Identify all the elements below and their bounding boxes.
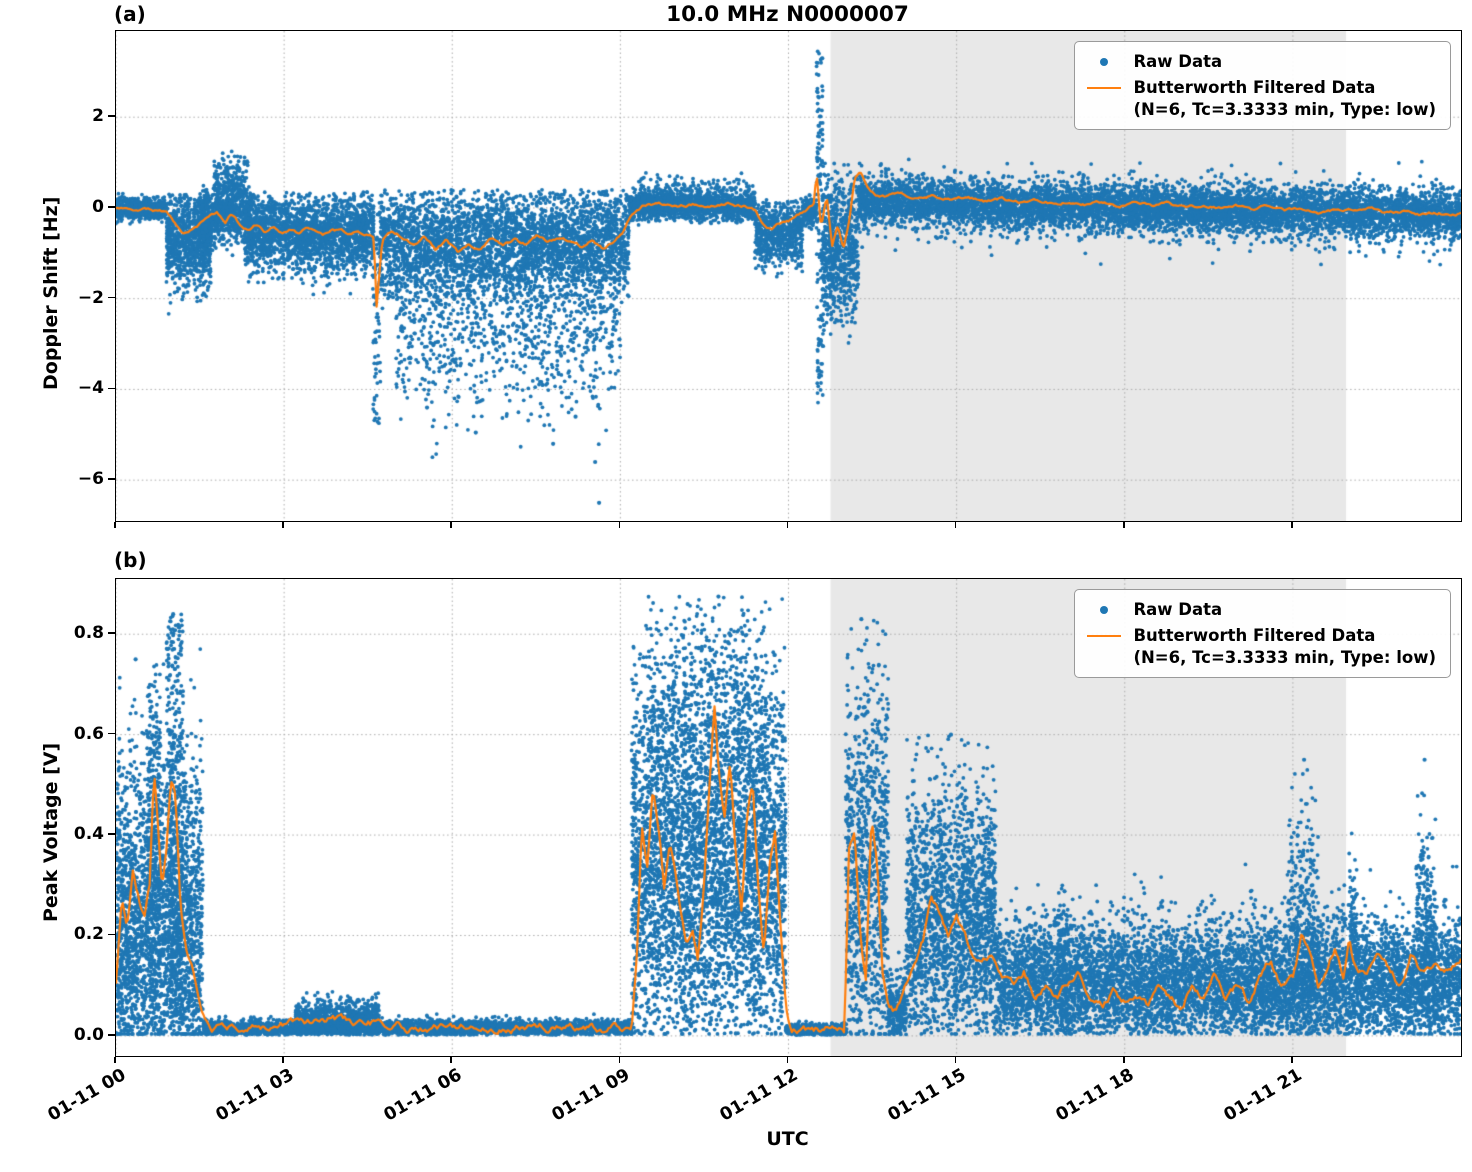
filtered-line-icon	[1085, 625, 1123, 646]
y-tick-mark	[108, 387, 115, 390]
legend-filtered-label-line1: Butterworth Filtered Data	[1133, 78, 1376, 98]
panel-b-label: (b)	[114, 548, 147, 572]
y-tick-mark	[108, 1034, 115, 1036]
legend-filtered-label: Butterworth Filtered Data (N=6, Tc=3.333…	[1133, 77, 1436, 120]
y-tick-label: −2	[77, 287, 104, 308]
legend-raw-entry: Raw Data	[1085, 599, 1436, 620]
panel-b: Raw Data Butterworth Filtered Data (N=6,…	[115, 578, 1462, 1057]
legend-filtered-label-line2: (N=6, Tc=3.3333 min, Type: low)	[1133, 647, 1436, 667]
x-tick-mark	[786, 1057, 789, 1063]
x-axis-label: UTC	[766, 1128, 809, 1150]
y-tick-mark	[108, 933, 115, 936]
x-tick-mark	[1291, 522, 1293, 528]
x-tick-label: 01-11 12	[716, 1065, 802, 1126]
x-tick-mark	[618, 1057, 621, 1063]
y-tick-label: −6	[77, 469, 104, 490]
legend-filtered-entry: Butterworth Filtered Data (N=6, Tc=3.333…	[1085, 625, 1436, 668]
raw-data-dot-icon	[1085, 599, 1123, 620]
x-tick-mark	[114, 1057, 116, 1063]
legend-raw-label: Raw Data	[1133, 52, 1223, 71]
x-tick-label: 01-11 03	[212, 1065, 298, 1126]
y-tick-label: 0.6	[73, 723, 104, 744]
y-tick-mark	[108, 833, 115, 835]
legend-filtered-label-line2: (N=6, Tc=3.3333 min, Type: low)	[1133, 99, 1436, 119]
x-tick-mark	[450, 522, 453, 528]
x-tick-mark	[786, 522, 789, 528]
x-tick-mark	[1122, 1057, 1125, 1063]
y-tick-mark	[108, 206, 115, 208]
x-tick-mark	[1291, 1057, 1293, 1063]
x-tick-label: 01-11 21	[1221, 1065, 1306, 1126]
panel-a-legend: Raw Data Butterworth Filtered Data (N=6,…	[1074, 41, 1451, 131]
panel-a: Raw Data Butterworth Filtered Data (N=6,…	[115, 30, 1462, 522]
raw-data-dot-icon	[1085, 51, 1123, 72]
x-tick-mark	[954, 522, 957, 528]
panel-a-label: (a)	[114, 2, 146, 26]
x-tick-mark	[1122, 522, 1125, 528]
x-tick-label: 01-11 15	[884, 1065, 970, 1126]
x-tick-label: 01-11 06	[380, 1065, 466, 1126]
legend-filtered-label-line1: Butterworth Filtered Data	[1133, 626, 1376, 646]
y-tick-mark	[108, 632, 115, 635]
x-tick-mark	[282, 522, 284, 528]
y-tick-label: 0.8	[73, 623, 104, 644]
panel-b-legend: Raw Data Butterworth Filtered Data (N=6,…	[1074, 589, 1451, 679]
x-tick-label: 01-11 18	[1052, 1065, 1138, 1126]
y-tick-label: 0.4	[73, 824, 104, 845]
x-tick-mark	[618, 522, 621, 528]
y-tick-label: 0.0	[73, 1024, 104, 1045]
x-tick-mark	[954, 1057, 957, 1063]
y-tick-label: 2	[92, 106, 104, 127]
x-tick-mark	[114, 522, 116, 528]
y-tick-label: −4	[77, 378, 104, 399]
y-tick-label: 0	[92, 196, 104, 217]
y-tick-mark	[108, 296, 115, 299]
y-tick-mark	[108, 732, 115, 735]
y-tick-mark	[108, 115, 115, 117]
x-tick-mark	[282, 1057, 284, 1063]
legend-raw-entry: Raw Data	[1085, 51, 1436, 72]
x-tick-label: 01-11 00	[44, 1065, 129, 1126]
x-tick-mark	[450, 1057, 453, 1063]
legend-filtered-entry: Butterworth Filtered Data (N=6, Tc=3.333…	[1085, 77, 1436, 120]
y-tick-mark	[108, 478, 115, 480]
legend-raw-label: Raw Data	[1133, 600, 1223, 619]
legend-filtered-label: Butterworth Filtered Data (N=6, Tc=3.333…	[1133, 625, 1436, 668]
filtered-line-icon	[1085, 77, 1123, 98]
figure-title: 10.0 MHz N0000007	[666, 2, 909, 27]
y-tick-label: 0.2	[73, 924, 104, 945]
x-tick-label: 01-11 09	[548, 1065, 634, 1126]
